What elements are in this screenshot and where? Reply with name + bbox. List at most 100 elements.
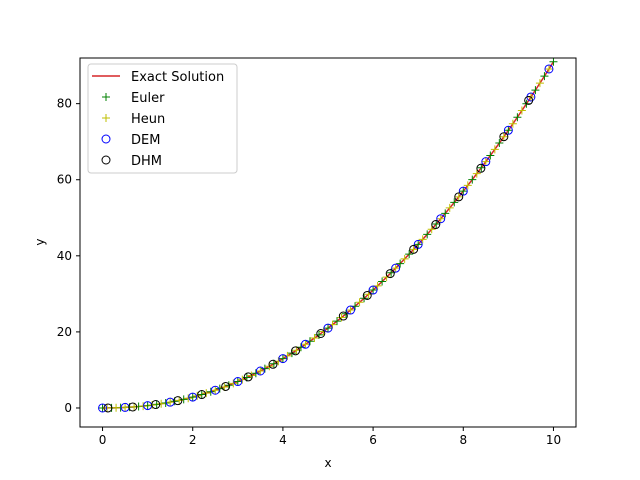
x-tick-label: 2 (189, 433, 197, 447)
heun-point (427, 225, 436, 234)
y-tick-label: 60 (57, 173, 72, 187)
dhm-point (385, 269, 395, 279)
plot-frame (79, 57, 577, 428)
heun-point (121, 403, 130, 412)
heun-point (346, 306, 355, 315)
legend-swatch-circle (101, 155, 111, 165)
dhm-point (221, 381, 231, 391)
heun-point (517, 106, 526, 115)
euler-point (405, 250, 414, 259)
heun-point (463, 181, 472, 190)
euler-point (450, 198, 459, 207)
dem-point (458, 186, 468, 196)
heun-point (436, 214, 445, 223)
dem-point (413, 239, 423, 249)
y-tick-label: 0 (64, 401, 72, 415)
y-tick-label: 80 (57, 97, 72, 111)
dhm-point (291, 346, 301, 356)
euler-point (324, 324, 332, 333)
heun-point (157, 399, 166, 408)
dem-point (436, 214, 446, 224)
x-tick-label: 6 (369, 433, 377, 447)
x-tick-label: 4 (279, 433, 287, 447)
x-tick-label: 8 (459, 433, 467, 447)
heun-point (256, 367, 265, 376)
dem-point (391, 263, 401, 273)
dem-point (300, 339, 310, 349)
dhm-point (268, 359, 278, 369)
heun-point (418, 235, 427, 244)
y-tick-label: 20 (57, 325, 72, 339)
heun-point (472, 169, 481, 178)
dhm-point (476, 163, 486, 173)
axis-ticks: 0 2 4 6 8 10 0 20 40 60 80 (57, 97, 561, 447)
heun-point (409, 245, 418, 254)
heun-point (454, 192, 463, 201)
dem-point (323, 323, 333, 333)
euler-point (477, 163, 486, 172)
heun-point (211, 386, 220, 395)
y-axis-label: y (33, 238, 47, 245)
heun-point (373, 281, 382, 290)
euler-point (495, 139, 504, 148)
heun-point (508, 119, 517, 128)
dhm-point (362, 290, 372, 300)
euler-point (531, 86, 540, 95)
euler-point (260, 364, 269, 373)
legend-label: Euler (131, 91, 165, 106)
euler-point (513, 113, 522, 122)
dem-point (233, 377, 243, 387)
euler-point (333, 317, 342, 326)
x-axis-label: x (324, 456, 331, 470)
heun-point (139, 402, 148, 411)
legend-box (87, 63, 238, 174)
heun-point (337, 313, 346, 322)
euler-point (540, 72, 549, 81)
heun-point (283, 351, 292, 360)
heun-point (355, 298, 364, 307)
euler-point (278, 354, 287, 363)
heun-point (481, 157, 490, 166)
dhm-point (173, 396, 183, 406)
euler-point (459, 187, 468, 196)
heun-point (301, 340, 310, 349)
euler-point (161, 398, 170, 407)
euler-point (468, 175, 477, 184)
euler-point (197, 390, 206, 399)
euler-point (251, 369, 260, 378)
euler-point (432, 220, 441, 229)
dem-point (544, 64, 554, 74)
euler-point (486, 151, 495, 160)
heun-point (112, 403, 121, 412)
euler-point (504, 126, 513, 135)
euler-point (233, 377, 242, 386)
dhm-point (409, 244, 419, 254)
legend-label: DHM (131, 154, 162, 169)
legend-label: Exact Solution (131, 70, 224, 85)
euler-point (423, 230, 432, 239)
dhm-point (103, 403, 113, 413)
dem-point (255, 366, 265, 376)
dhm-point (316, 329, 326, 339)
x-tick-label: 0 (99, 433, 107, 447)
heun-point (445, 203, 454, 212)
heun-point (184, 394, 193, 403)
dem-point (278, 354, 288, 364)
heun-point (229, 379, 238, 388)
euler-point (549, 57, 558, 66)
heun-point (544, 64, 553, 73)
legend-swatch-plus (102, 114, 110, 122)
euler-point (414, 240, 423, 249)
y-tick-label: 40 (57, 249, 72, 263)
heun-point (247, 371, 256, 380)
euler-point (396, 259, 405, 268)
euler-point (378, 277, 387, 286)
legend-swatch-plus (102, 93, 110, 101)
data-marks (98, 57, 558, 413)
heun-point (193, 391, 202, 400)
heun-point (499, 132, 508, 141)
heun-point (391, 264, 400, 273)
euler-point (224, 381, 233, 390)
dem-point (188, 392, 198, 402)
